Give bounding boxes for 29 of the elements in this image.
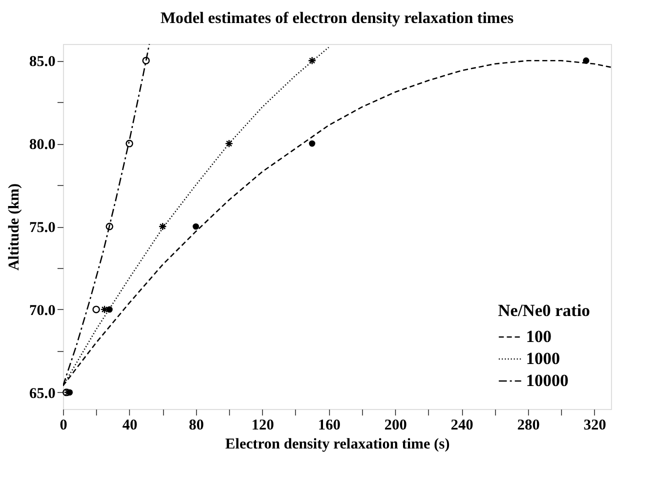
legend-title: Ne/Ne0 ratio <box>498 301 590 320</box>
y-tick-label: 80.0 <box>29 137 56 154</box>
legend-label: 1000 <box>526 349 560 368</box>
point <box>158 222 167 231</box>
y-tick-label: 85.0 <box>29 54 56 70</box>
point <box>126 140 134 148</box>
chart-title: Model estimates of electron density relaxation times <box>160 10 514 27</box>
y-tick-label: 65.0 <box>29 386 56 402</box>
x-tick-label: 0 <box>60 418 68 434</box>
y-axis-title: Altitude (km) <box>6 183 22 271</box>
x-tick-label: 200 <box>384 418 407 434</box>
x-tick-label: 320 <box>584 418 606 434</box>
x-axis-title: Electron density relaxation time (s) <box>225 436 450 452</box>
point <box>142 56 150 64</box>
point <box>308 140 316 147</box>
x-tick-label: 240 <box>450 418 474 434</box>
x-tick-label: 120 <box>252 418 274 434</box>
x-tick-label: 40 <box>122 418 138 434</box>
point <box>106 222 114 230</box>
point <box>308 56 316 65</box>
x-tick-label: 80 <box>188 418 204 434</box>
y-tick-label: 75.0 <box>29 220 56 236</box>
x-tick-label: 280 <box>517 418 540 434</box>
legend-label: 100 <box>526 327 552 346</box>
point <box>224 139 234 148</box>
point <box>192 223 200 230</box>
legend-label: 10000 <box>526 371 568 390</box>
y-tick-label: 70.0 <box>29 302 56 319</box>
x-tick-label: 160 <box>318 418 340 434</box>
